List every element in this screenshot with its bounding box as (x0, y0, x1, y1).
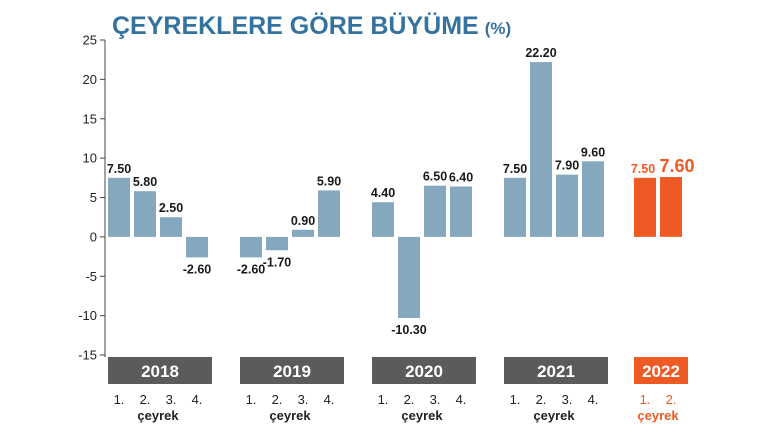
bar-2018-q2 (134, 191, 156, 237)
bar-value-labels: 7.505.802.50-2.60 -2.60-1.700.905.904.40-… (107, 46, 695, 337)
bar-value-label-2021-q1: 7.50 (503, 162, 527, 176)
y-tick-label: -15 (78, 348, 97, 363)
quarter-label-2019-q1: 1. (246, 392, 257, 407)
y-tick-label: 5 (90, 190, 97, 205)
bar-2020-q1 (372, 202, 394, 237)
quarter-label-2018-q2: 2. (140, 392, 151, 407)
y-axis: 25 20 15 10 5 0 -5 -10 -15 (78, 33, 106, 363)
quarter-label-2019-q4: 4. (324, 392, 335, 407)
quarter-label-2018-q1: 1. (114, 392, 125, 407)
bar-2019-q3 (292, 229, 314, 237)
bar-value-label-2022-q2: 7.60 (659, 156, 694, 176)
y-tick-label: 25 (83, 33, 97, 48)
chart-title-group: ÇEYREKLERE GÖRE BÜYÜME (%) (112, 11, 511, 40)
year-label-2019: 2019 (273, 362, 311, 381)
bar-2019-q4 (318, 190, 340, 237)
bar-value-label-2020-q4: 6.40 (449, 170, 473, 184)
bar-value-label-2021-q3: 7.90 (555, 159, 579, 173)
quarter-label-2021-q1: 1. (510, 392, 521, 407)
chart-title-unit: (%) (485, 19, 511, 38)
quarter-label-2018-q4: 4. (192, 392, 203, 407)
quarter-label-2020-q2: 2. (404, 392, 415, 407)
bar-2019-q2 (266, 236, 288, 251)
bar-value-label-2018-q4: -2.60 (183, 262, 212, 276)
quarter-label-2020-q3: 3. (430, 392, 441, 407)
quarter-label-2019-q2: 2. (272, 392, 283, 407)
bar-2021-q4 (582, 161, 604, 237)
y-tick-label: 0 (90, 229, 97, 244)
bar-2020-q4 (450, 186, 472, 237)
bar-2019-q1 (240, 236, 262, 258)
year-label-2021: 2021 (537, 362, 575, 381)
quarter-label-2022-q1: 1. (640, 392, 651, 407)
bar-2018-q3 (160, 217, 182, 237)
bar-value-label-2022-q1: 7.50 (631, 162, 655, 176)
bar-2022-q2 (660, 177, 682, 237)
year-label-2022: 2022 (642, 362, 680, 381)
quarter-word-2019: çeyrek (269, 408, 311, 423)
bar-value-label-2021-q4: 9.60 (581, 145, 605, 159)
year-bands: 2018 2019 2020 2021 2022 (108, 357, 688, 384)
bar-value-label-2019-q4: 5.90 (317, 174, 341, 188)
quarter-word-2021: çeyrek (533, 408, 575, 423)
bar-2018-q1 (108, 177, 130, 237)
year-label-2020: 2020 (405, 362, 443, 381)
quarter-label-2020-q1: 1. (378, 392, 389, 407)
bar-2021-q2 (530, 62, 552, 237)
year-band-2019 (240, 357, 344, 384)
bar-2018-q4 (186, 236, 208, 258)
bar-2020-q2 (398, 236, 420, 318)
y-tick-label: 20 (83, 72, 97, 87)
quarter-label-2022-q2: 2. (666, 392, 677, 407)
bar-value-label-2019-q3: 0.90 (291, 214, 315, 228)
bar-value-label-2018-q2: 5.80 (133, 175, 157, 189)
year-band-2021 (504, 357, 608, 384)
bars-layer (108, 62, 682, 318)
bar-value-label-2020-q1: 4.40 (371, 186, 395, 200)
bar-value-label-2020-q2: -10.30 (391, 323, 426, 337)
year-label-2018: 2018 (141, 362, 179, 381)
bar-2021-q1 (504, 177, 526, 237)
bar-value-label-2019-q1: -2.60 (237, 262, 266, 276)
quarter-word-2022: çeyrek (637, 408, 679, 423)
chart-title: ÇEYREKLERE GÖRE BÜYÜME (112, 11, 479, 40)
year-band-2018 (108, 357, 212, 384)
year-band-2022 (634, 357, 688, 384)
bar-value-label-2019-q2: -1.70 (263, 255, 292, 269)
bar-value-label-2021-q2: 22.20 (525, 46, 556, 60)
quarter-label-2019-q3: 3. (298, 392, 309, 407)
bar-2021-q3 (556, 174, 578, 237)
quarter-label-2021-q3: 3. (562, 392, 573, 407)
quarter-label-2021-q2: 2. (536, 392, 547, 407)
y-tick-label: -10 (78, 308, 97, 323)
y-tick-label: 15 (83, 111, 97, 126)
quarter-label-2021-q4: 4. (588, 392, 599, 407)
bar-value-label-2018-q1: 7.50 (107, 162, 131, 176)
bar-value-label-2018-q3: 2.50 (159, 201, 183, 215)
quarter-word-2018: çeyrek (137, 408, 179, 423)
quarter-word-2020: çeyrek (401, 408, 443, 423)
y-tick-label: -5 (85, 269, 97, 284)
bar-value-label-2020-q3: 6.50 (423, 170, 447, 184)
year-band-2020 (372, 357, 476, 384)
quarter-label-2018-q3: 3. (166, 392, 177, 407)
bar-2020-q3 (424, 185, 446, 237)
bar-2022-q1 (634, 177, 656, 237)
quarter-label-2020-q4: 4. (456, 392, 467, 407)
y-tick-label: 10 (83, 151, 97, 166)
